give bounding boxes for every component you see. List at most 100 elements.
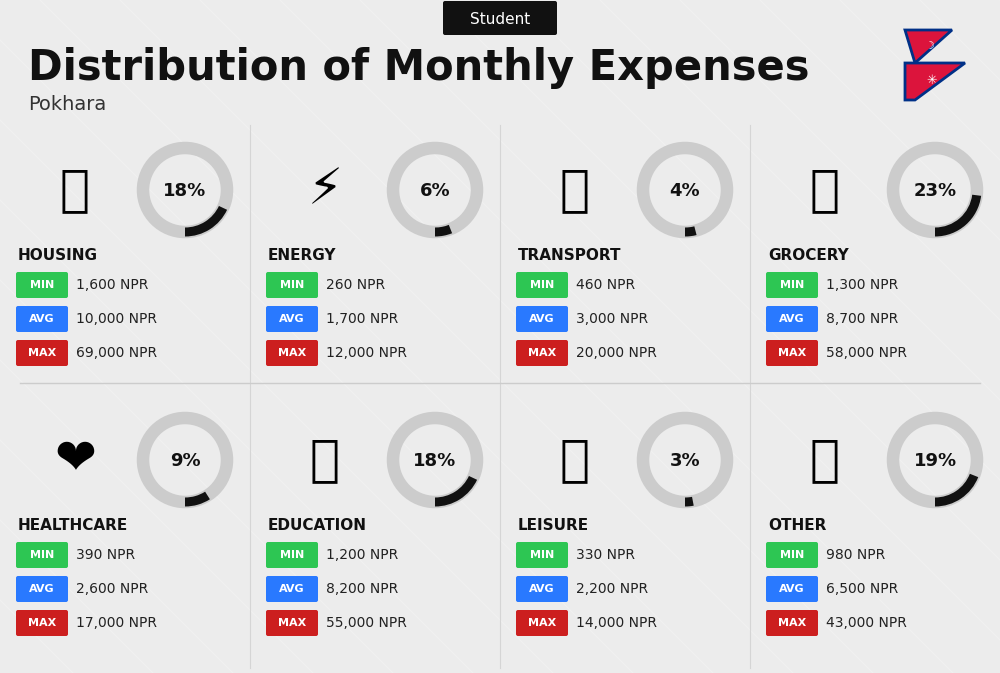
Text: 1,300 NPR: 1,300 NPR	[826, 278, 898, 292]
Wedge shape	[685, 226, 697, 236]
Text: GROCERY: GROCERY	[768, 248, 849, 262]
Text: Distribution of Monthly Expenses: Distribution of Monthly Expenses	[28, 47, 810, 89]
Text: EDUCATION: EDUCATION	[268, 518, 367, 532]
Text: 🛍: 🛍	[560, 436, 590, 484]
Text: 14,000 NPR: 14,000 NPR	[576, 616, 657, 630]
Wedge shape	[185, 206, 227, 236]
Text: 390 NPR: 390 NPR	[76, 548, 135, 562]
Wedge shape	[935, 474, 978, 507]
Text: 3,000 NPR: 3,000 NPR	[576, 312, 648, 326]
Text: Pokhara: Pokhara	[28, 96, 106, 114]
FancyBboxPatch shape	[516, 576, 568, 602]
Wedge shape	[685, 497, 694, 507]
FancyBboxPatch shape	[16, 306, 68, 332]
Text: 17,000 NPR: 17,000 NPR	[76, 616, 157, 630]
Text: 69,000 NPR: 69,000 NPR	[76, 346, 157, 360]
Text: AVG: AVG	[779, 584, 805, 594]
Text: 1,600 NPR: 1,600 NPR	[76, 278, 148, 292]
Text: 6%: 6%	[420, 182, 450, 200]
Text: MIN: MIN	[280, 280, 304, 290]
Text: AVG: AVG	[279, 314, 305, 324]
FancyBboxPatch shape	[266, 542, 318, 568]
Text: 4%: 4%	[670, 182, 700, 200]
Text: MAX: MAX	[528, 618, 556, 628]
Text: 👛: 👛	[810, 436, 840, 484]
Text: 2,600 NPR: 2,600 NPR	[76, 582, 148, 596]
Text: 10,000 NPR: 10,000 NPR	[76, 312, 157, 326]
Text: 1,200 NPR: 1,200 NPR	[326, 548, 398, 562]
Text: 🏢: 🏢	[60, 166, 90, 214]
FancyBboxPatch shape	[516, 272, 568, 298]
FancyBboxPatch shape	[16, 542, 68, 568]
FancyBboxPatch shape	[266, 576, 318, 602]
Text: MAX: MAX	[28, 618, 56, 628]
Text: 20,000 NPR: 20,000 NPR	[576, 346, 657, 360]
Text: AVG: AVG	[529, 584, 555, 594]
Wedge shape	[435, 225, 452, 236]
Text: MAX: MAX	[278, 618, 306, 628]
Text: TRANSPORT: TRANSPORT	[518, 248, 622, 262]
Text: 43,000 NPR: 43,000 NPR	[826, 616, 907, 630]
Text: Student: Student	[470, 11, 530, 26]
FancyBboxPatch shape	[16, 340, 68, 366]
FancyBboxPatch shape	[266, 272, 318, 298]
Text: AVG: AVG	[279, 584, 305, 594]
FancyBboxPatch shape	[16, 610, 68, 636]
Text: 260 NPR: 260 NPR	[326, 278, 385, 292]
Text: ENERGY: ENERGY	[268, 248, 336, 262]
FancyBboxPatch shape	[266, 306, 318, 332]
Text: 8,700 NPR: 8,700 NPR	[826, 312, 898, 326]
Text: AVG: AVG	[529, 314, 555, 324]
Polygon shape	[905, 63, 965, 100]
Text: 23%: 23%	[913, 182, 957, 200]
FancyBboxPatch shape	[516, 340, 568, 366]
FancyBboxPatch shape	[766, 272, 818, 298]
Text: MIN: MIN	[530, 550, 554, 560]
Text: ✳: ✳	[927, 73, 937, 87]
Text: HOUSING: HOUSING	[18, 248, 98, 262]
Text: 3%: 3%	[670, 452, 700, 470]
Text: 330 NPR: 330 NPR	[576, 548, 635, 562]
Text: 18%: 18%	[413, 452, 457, 470]
Text: MIN: MIN	[30, 550, 54, 560]
Text: 19%: 19%	[913, 452, 957, 470]
FancyBboxPatch shape	[766, 306, 818, 332]
Text: 8,200 NPR: 8,200 NPR	[326, 582, 398, 596]
Text: HEALTHCARE: HEALTHCARE	[18, 518, 128, 532]
Text: 18%: 18%	[163, 182, 207, 200]
FancyBboxPatch shape	[516, 610, 568, 636]
Text: 58,000 NPR: 58,000 NPR	[826, 346, 907, 360]
Text: 🎓: 🎓	[310, 436, 340, 484]
Text: 🚌: 🚌	[560, 166, 590, 214]
Text: 12,000 NPR: 12,000 NPR	[326, 346, 407, 360]
Text: MIN: MIN	[280, 550, 304, 560]
Text: ❤: ❤	[54, 436, 96, 484]
FancyBboxPatch shape	[766, 542, 818, 568]
Wedge shape	[185, 492, 210, 507]
Text: MIN: MIN	[30, 280, 54, 290]
FancyBboxPatch shape	[766, 610, 818, 636]
Wedge shape	[435, 476, 477, 507]
Wedge shape	[935, 194, 981, 236]
Text: 6,500 NPR: 6,500 NPR	[826, 582, 898, 596]
FancyBboxPatch shape	[266, 340, 318, 366]
FancyBboxPatch shape	[766, 340, 818, 366]
Text: 2,200 NPR: 2,200 NPR	[576, 582, 648, 596]
FancyBboxPatch shape	[16, 272, 68, 298]
Text: MIN: MIN	[530, 280, 554, 290]
Text: 55,000 NPR: 55,000 NPR	[326, 616, 407, 630]
Text: MAX: MAX	[28, 348, 56, 358]
Text: MAX: MAX	[778, 618, 806, 628]
FancyBboxPatch shape	[443, 1, 557, 35]
Text: 1,700 NPR: 1,700 NPR	[326, 312, 398, 326]
Text: AVG: AVG	[779, 314, 805, 324]
FancyBboxPatch shape	[266, 610, 318, 636]
Text: 🛒: 🛒	[810, 166, 840, 214]
Text: OTHER: OTHER	[768, 518, 826, 532]
Text: MAX: MAX	[778, 348, 806, 358]
Text: MIN: MIN	[780, 280, 804, 290]
Text: 980 NPR: 980 NPR	[826, 548, 885, 562]
Text: MIN: MIN	[780, 550, 804, 560]
Text: MAX: MAX	[278, 348, 306, 358]
FancyBboxPatch shape	[516, 542, 568, 568]
